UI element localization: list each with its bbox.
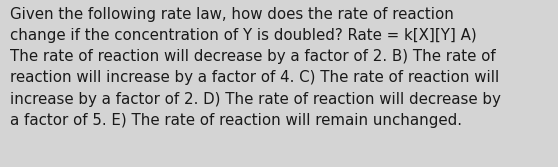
- Text: Given the following rate law, how does the rate of reaction
change if the concen: Given the following rate law, how does t…: [10, 7, 501, 128]
